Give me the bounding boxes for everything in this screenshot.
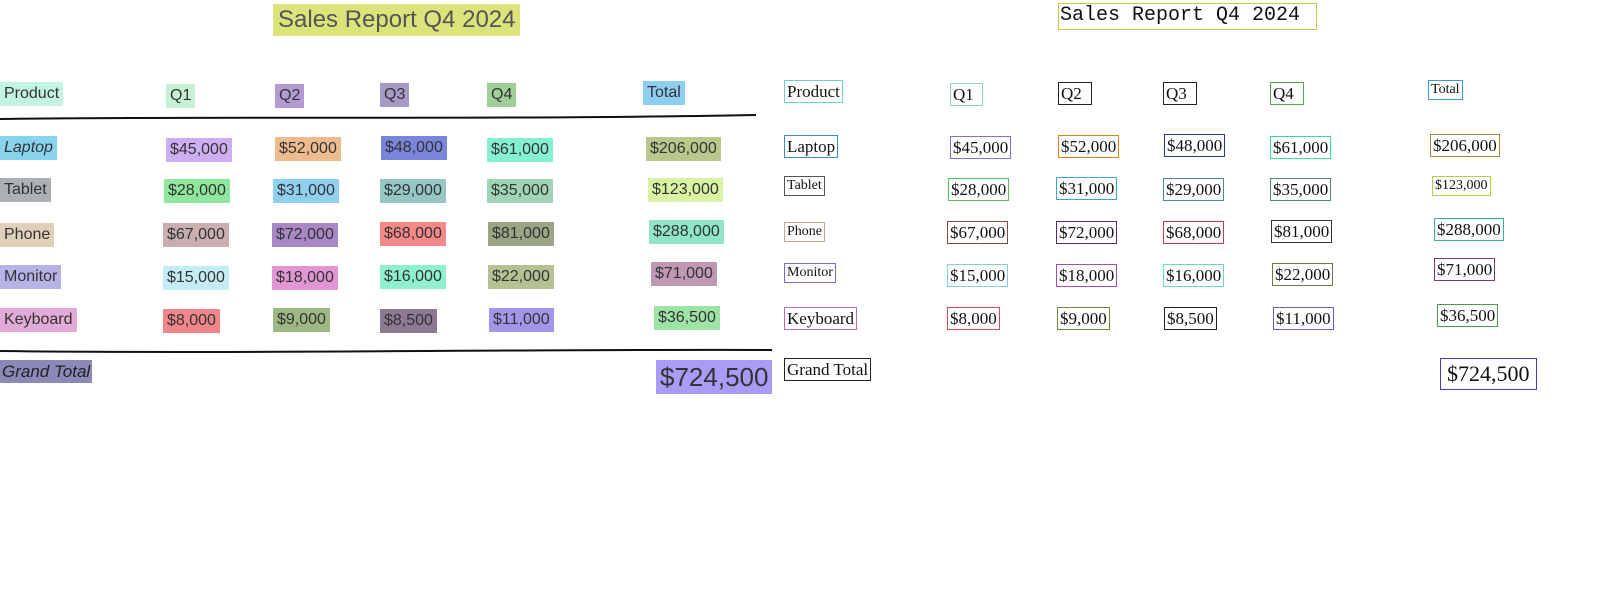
box-row-tablet-product: Tablet	[784, 176, 825, 196]
row-tablet-q2: $31,000	[273, 179, 339, 203]
footer-divider	[0, 348, 773, 353]
box-row-keyboard-q2: $9,000	[1057, 307, 1110, 330]
row-keyboard-q4: $11,000	[489, 308, 554, 332]
box-row-monitor-total: $71,000	[1434, 258, 1496, 281]
box-grand-total-label: Grand Total	[784, 358, 872, 381]
box-row-keyboard-product: Keyboard	[784, 307, 858, 330]
row-laptop-q4: $61,000	[487, 138, 553, 162]
row-tablet-q4: $35,000	[487, 179, 553, 203]
box-row-keyboard-q4: $11,000	[1273, 307, 1334, 330]
row-keyboard-total: $36,500	[654, 306, 720, 330]
row-laptop-total: $206,000	[646, 137, 721, 161]
box-row-monitor-q2: $18,000	[1056, 264, 1118, 287]
box-row-tablet-q2: $31,000	[1056, 177, 1118, 200]
report-title-box: Sales Report Q4 2024	[1058, 3, 1317, 30]
row-monitor-total: $71,000	[651, 262, 717, 286]
box-row-tablet-total: $123,000	[1432, 176, 1491, 196]
box-header-product: Product	[784, 80, 843, 103]
row-keyboard-q1: $8,000	[163, 309, 220, 333]
box-row-tablet-q4: $35,000	[1270, 178, 1332, 201]
box-grand-total-value: $724,500	[1440, 358, 1537, 390]
box-row-phone-q3: $68,000	[1163, 221, 1225, 244]
row-monitor-q3: $16,000	[380, 265, 446, 289]
box-row-phone-total: $288,000	[1434, 218, 1504, 241]
row-monitor-product: Monitor	[0, 265, 62, 289]
row-phone-q4: $81,000	[488, 222, 554, 246]
row-laptop-q2: $52,000	[275, 137, 341, 161]
box-row-monitor-q1: $15,000	[947, 264, 1009, 287]
box-row-phone-q2: $72,000	[1056, 221, 1118, 244]
grand-total-value: $724,500	[656, 360, 773, 394]
box-row-laptop-q2: $52,000	[1058, 135, 1120, 158]
header-divider	[0, 114, 757, 120]
row-phone-q3: $68,000	[380, 222, 446, 246]
box-header-q1: Q1	[950, 83, 983, 106]
row-tablet-q3: $29,000	[380, 179, 446, 203]
box-row-laptop-product: Laptop	[784, 135, 839, 158]
row-laptop-q3: $48,000	[381, 136, 447, 160]
box-row-monitor-q4: $22,000	[1272, 263, 1334, 286]
box-row-keyboard-q3: $8,500	[1164, 307, 1217, 330]
box-row-keyboard-q1: $8,000	[947, 307, 1000, 330]
box-header-total: Total	[1428, 80, 1463, 100]
box-row-phone-product: Phone	[784, 222, 825, 242]
row-phone-total: $288,000	[649, 220, 724, 244]
box-header-q2: Q2	[1058, 82, 1092, 105]
box-header-q3: Q3	[1163, 82, 1197, 105]
header-q1: Q1	[166, 84, 196, 108]
row-phone-product: Phone	[0, 223, 55, 247]
box-row-laptop-q1: $45,000	[950, 136, 1012, 159]
header-q4: Q4	[487, 83, 517, 107]
box-row-phone-q4: $81,000	[1271, 220, 1333, 243]
row-monitor-q4: $22,000	[488, 265, 554, 289]
header-q3: Q3	[380, 83, 410, 107]
box-row-laptop-total: $206,000	[1430, 134, 1500, 157]
row-laptop-q1: $45,000	[166, 138, 232, 162]
row-monitor-q2: $18,000	[272, 266, 338, 290]
row-laptop-product: Laptop	[0, 136, 57, 160]
box-row-tablet-q3: $29,000	[1163, 178, 1225, 201]
box-row-laptop-q3: $48,000	[1164, 134, 1226, 157]
row-tablet-product: Tablet	[0, 178, 51, 202]
box-row-monitor-q3: $16,000	[1163, 264, 1225, 287]
row-phone-q1: $67,000	[163, 223, 229, 247]
box-row-phone-q1: $67,000	[947, 221, 1009, 244]
row-monitor-q1: $15,000	[163, 266, 229, 290]
header-total: Total	[643, 81, 685, 105]
header-product: Product	[0, 82, 64, 106]
row-keyboard-product: Keyboard	[0, 308, 77, 332]
row-phone-q2: $72,000	[272, 223, 338, 247]
header-q2: Q2	[275, 84, 305, 108]
box-row-tablet-q1: $28,000	[948, 178, 1010, 201]
row-tablet-total: $123,000	[648, 178, 723, 202]
report-title-highlight: Sales Report Q4 2024	[273, 4, 521, 36]
box-row-monitor-product: Monitor	[784, 263, 836, 283]
box-header-q4: Q4	[1270, 82, 1304, 105]
grand-total-label: Grand Total	[0, 360, 93, 383]
box-row-keyboard-total: $36,500	[1437, 304, 1499, 327]
row-keyboard-q2: $9,000	[273, 308, 330, 332]
box-row-laptop-q4: $61,000	[1270, 136, 1332, 159]
row-keyboard-q3: $8,500	[380, 309, 437, 333]
row-tablet-q1: $28,000	[164, 179, 230, 203]
